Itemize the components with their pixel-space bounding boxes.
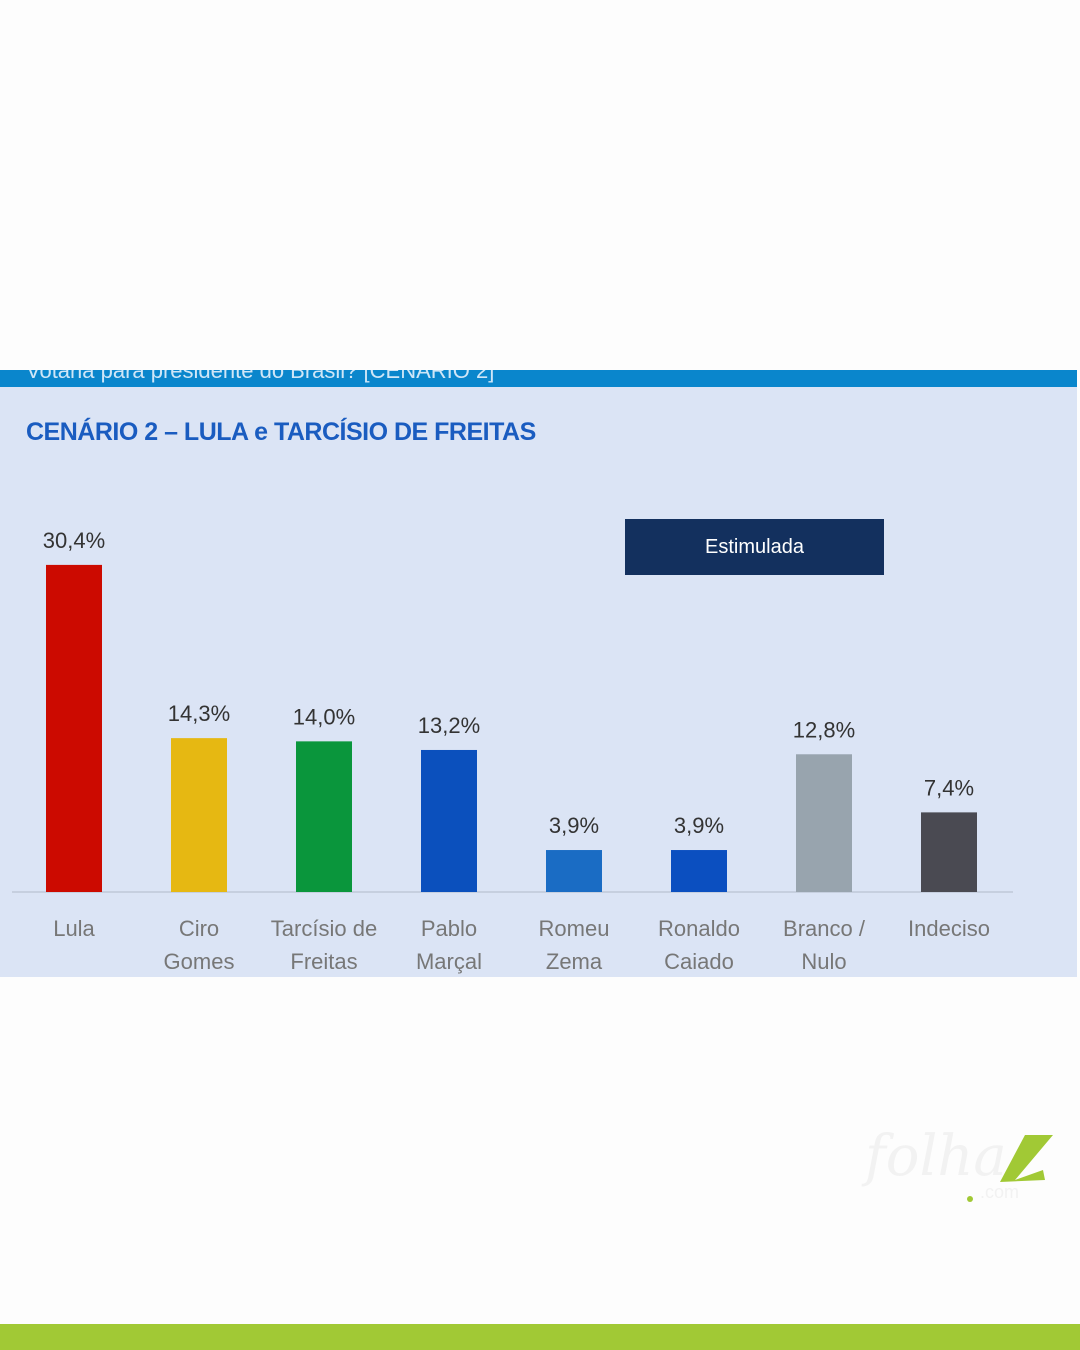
tick-label: Romeu — [539, 916, 610, 941]
bar — [421, 749, 477, 892]
tick-label: Ronaldo — [658, 916, 740, 941]
tick-label: Caiado — [664, 949, 734, 974]
tick-label: Gomes — [164, 949, 235, 974]
tick-label: Branco / — [783, 916, 866, 941]
tick-label: Ciro — [179, 916, 219, 941]
folha-logo: folha .com — [865, 1124, 1055, 1205]
bar — [296, 741, 352, 892]
tick-label: Indeciso — [908, 916, 990, 941]
data-label: 12,8% — [793, 717, 855, 742]
footer-bar — [0, 1324, 1080, 1350]
data-label: 7,4% — [924, 775, 974, 800]
tick-label: Lula — [53, 916, 95, 941]
bar — [46, 564, 102, 892]
data-label: 3,9% — [674, 813, 724, 838]
data-label: 13,2% — [418, 713, 480, 738]
data-label: 30,4% — [43, 528, 105, 553]
tick-label: Nulo — [801, 949, 846, 974]
bar — [921, 812, 977, 892]
data-label: 14,0% — [293, 704, 355, 729]
chart-panel: Votaria para presidente do Brasil? [CENÁ… — [0, 370, 1077, 977]
chart-title: CENÁRIO 2 – LULA e TARCÍSIO DE FREITAS — [26, 418, 536, 446]
bar — [796, 754, 852, 892]
question-text: Votaria para presidente do Brasil? [CENÁ… — [26, 370, 495, 383]
tick-label: Tarcísio de — [271, 916, 377, 941]
legend-estimulada: Estimulada — [625, 519, 884, 575]
bar — [546, 850, 602, 892]
tick-label: Marçal — [416, 949, 482, 974]
tick-label: Zema — [546, 949, 603, 974]
data-label: 3,9% — [549, 813, 599, 838]
bar — [671, 850, 727, 892]
tick-label: Freitas — [290, 949, 357, 974]
bar-chart: 30,4% Lula 14,3% Ciro Gomes 14,0% Tarcísio de F… — [12, 528, 1013, 974]
bar — [171, 738, 227, 892]
tick-label: Pablo — [421, 916, 477, 941]
question-bar: Votaria para presidente do Brasil? [CENÁ… — [0, 370, 1077, 387]
data-label: 14,3% — [168, 701, 230, 726]
